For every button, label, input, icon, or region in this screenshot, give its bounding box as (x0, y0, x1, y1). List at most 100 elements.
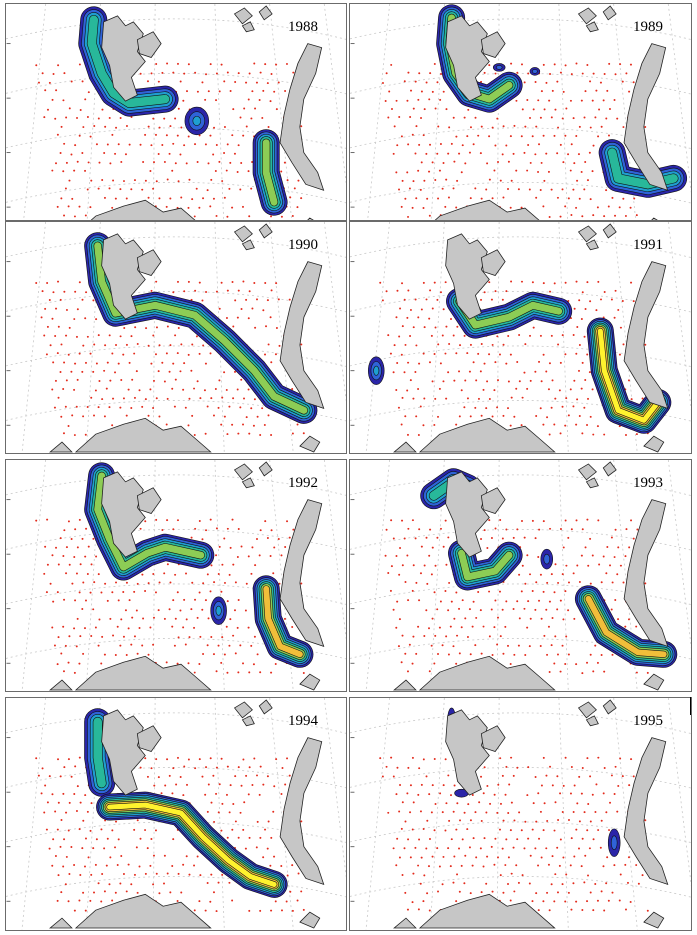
sample-station (576, 802, 579, 805)
sample-station (499, 802, 502, 805)
sample-station (54, 810, 57, 813)
sample-station (70, 538, 73, 541)
sample-station (57, 636, 60, 639)
sample-station (117, 838, 120, 841)
meridian-line (214, 460, 225, 691)
sample-station (452, 187, 455, 190)
sample-station (248, 836, 251, 839)
sample-station (641, 397, 644, 400)
sample-station (547, 625, 550, 628)
sample-station (86, 335, 89, 338)
sample-station (169, 891, 172, 894)
mainland-coast (418, 417, 556, 453)
franz-josef-island (602, 699, 617, 715)
sample-station (414, 298, 417, 301)
sample-station (398, 116, 401, 119)
year-label: 1990 (288, 237, 318, 253)
sample-station (67, 205, 70, 208)
sample-station (147, 582, 150, 585)
sample-station (68, 872, 71, 875)
sample-station (65, 572, 68, 575)
sample-station (564, 590, 567, 593)
sample-station (418, 599, 421, 602)
sample-station (154, 133, 157, 136)
sample-station (439, 143, 442, 145)
sample-station (460, 389, 463, 392)
sample-station (165, 352, 168, 355)
sample-station (115, 126, 118, 129)
sample-station (177, 636, 180, 639)
sample-station (488, 64, 491, 67)
latitude-line (6, 291, 346, 313)
sample-station (78, 134, 81, 137)
map-canvas (6, 460, 346, 691)
sample-station (65, 379, 68, 382)
sample-station (570, 837, 573, 840)
sample-station (565, 397, 568, 400)
sample-station (76, 160, 79, 163)
sample-station (444, 589, 447, 592)
sample-station (403, 371, 406, 374)
sample-station (54, 117, 57, 120)
sample-station (542, 590, 545, 593)
sample-station (146, 80, 149, 83)
sample-station (51, 793, 54, 796)
sample-station (586, 281, 589, 284)
sample-station (210, 801, 213, 804)
sample-station (540, 161, 543, 164)
sample-station (291, 432, 294, 435)
sample-station (644, 582, 647, 585)
sample-station (259, 671, 262, 674)
sample-station (146, 775, 149, 778)
sample-station (63, 598, 66, 601)
sample-station (198, 281, 201, 284)
sample-station (548, 670, 551, 673)
sample-station (542, 353, 545, 356)
sample-station (281, 767, 284, 769)
sample-station (103, 369, 106, 372)
sample-station (239, 811, 242, 814)
sample-station (182, 794, 185, 797)
sample-station (632, 537, 635, 540)
sample-station (407, 289, 410, 292)
sample-station (509, 206, 512, 209)
sample-station (412, 180, 415, 183)
sample-station (433, 662, 436, 665)
sample-station (106, 837, 109, 840)
sample-station (429, 289, 432, 292)
sample-station (179, 609, 182, 612)
sample-station (300, 890, 303, 893)
sample-station (177, 107, 180, 110)
sample-station (535, 581, 538, 584)
sample-station (507, 160, 510, 163)
sample-station (501, 298, 504, 301)
sample-station (597, 829, 600, 832)
sample-station (108, 187, 111, 190)
sample-station (499, 518, 502, 521)
meridian-line (365, 698, 391, 930)
sample-station (425, 609, 428, 612)
sample-station (202, 197, 205, 200)
latitude-line (350, 876, 691, 898)
sample-station (406, 554, 409, 557)
sample-station (431, 161, 434, 164)
sample-station (420, 545, 423, 548)
sample-station (204, 143, 207, 146)
sample-station (76, 785, 79, 788)
sample-station (603, 670, 606, 673)
sample-station (62, 99, 65, 102)
sample-station (584, 308, 587, 311)
sample-station (573, 379, 576, 382)
sample-station (237, 432, 240, 435)
sample-station (403, 537, 406, 540)
sample-station (174, 334, 177, 337)
sample-station (215, 792, 218, 795)
sample-station (565, 873, 568, 876)
sample-station (205, 529, 208, 532)
sample-station (437, 125, 440, 128)
svalbard-south-contour (448, 539, 523, 591)
sample-station (526, 794, 529, 797)
sample-station (610, 536, 613, 539)
sample-station (172, 71, 175, 74)
sample-station (592, 144, 595, 147)
